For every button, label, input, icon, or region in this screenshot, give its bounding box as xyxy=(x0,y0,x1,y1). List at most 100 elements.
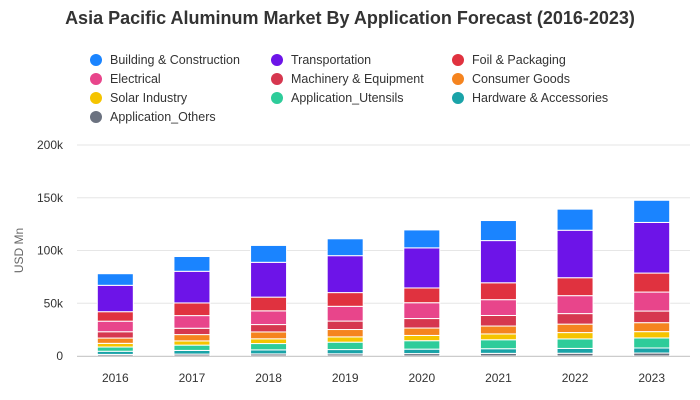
bar-segment-machinery-and-equipment xyxy=(326,320,364,331)
bar-segment-consumer-goods xyxy=(403,327,441,336)
bar-segment-solar-industry xyxy=(173,340,211,346)
bar-segment-machinery-and-equipment xyxy=(173,327,211,336)
legend-swatch xyxy=(271,54,283,66)
y-tick-label: 0 xyxy=(56,349,63,363)
bar-segment-transportation xyxy=(326,255,364,294)
x-tick-label: 2018 xyxy=(255,371,282,385)
bar-segment-application-utensils xyxy=(326,341,364,351)
y-tick-label: 50k xyxy=(44,296,64,310)
y-tick-label: 150k xyxy=(37,191,64,205)
bar-segment-building-and-construction xyxy=(326,238,364,257)
legend-swatch xyxy=(90,92,102,104)
bar-segment-building-and-construction xyxy=(633,199,671,223)
bar-segment-building-and-construction xyxy=(96,273,134,286)
bar-segment-consumer-goods xyxy=(326,329,364,338)
legend-label: Solar Industry xyxy=(110,91,188,105)
bar-segment-solar-industry xyxy=(250,338,288,345)
x-tick-label: 2021 xyxy=(485,371,512,385)
bar-segment-solar-industry xyxy=(96,342,134,348)
bar-segment-application-utensils xyxy=(250,343,288,351)
bar-segment-machinery-and-equipment xyxy=(479,314,517,327)
legend-item-building-and-construction[interactable]: Building & Construction xyxy=(90,53,240,67)
bar-segment-electrical xyxy=(403,302,441,320)
bar-segment-hardware-and-accessories xyxy=(403,348,441,355)
bar-segment-electrical xyxy=(556,295,594,315)
x-tick-label: 2016 xyxy=(102,371,129,385)
legend-item-electrical[interactable]: Electrical xyxy=(90,72,161,86)
bar-segment-solar-industry xyxy=(326,336,364,343)
bar-segment-hardware-and-accessories xyxy=(173,349,211,355)
bar-segment-consumer-goods xyxy=(250,331,288,340)
bar-segment-hardware-and-accessories xyxy=(633,347,671,354)
bar-segment-application-utensils xyxy=(173,344,211,351)
bar-segment-consumer-goods xyxy=(479,325,517,335)
bar-segment-application-utensils xyxy=(556,338,594,349)
bar-segment-building-and-construction xyxy=(479,220,517,242)
bar-segment-electrical xyxy=(96,320,134,333)
legend-item-solar-industry[interactable]: Solar Industry xyxy=(90,91,187,105)
bar-segment-hardware-and-accessories xyxy=(250,349,288,355)
legend-swatch xyxy=(90,111,102,123)
legend-label: Foil & Packaging xyxy=(472,53,566,67)
bar-segment-machinery-and-equipment xyxy=(556,313,594,325)
bar-segment-hardware-and-accessories xyxy=(556,347,594,354)
legend-label: Transportation xyxy=(291,53,372,67)
bar-segment-application-utensils xyxy=(633,337,671,349)
bar-segment-consumer-goods xyxy=(633,322,671,333)
bar-segment-foil-and-packaging xyxy=(479,282,517,301)
y-axis-title: USD Mn xyxy=(12,228,26,273)
legend-item-transportation[interactable]: Transportation xyxy=(271,53,371,67)
bar-segment-machinery-and-equipment xyxy=(403,318,441,329)
legend-swatch xyxy=(452,92,464,104)
bar-segment-consumer-goods xyxy=(96,337,134,344)
bar-segment-machinery-and-equipment xyxy=(250,324,288,333)
bar-segment-foil-and-packaging xyxy=(173,302,211,317)
bar-segment-foil-and-packaging xyxy=(556,277,594,297)
legend-label: Building & Construction xyxy=(110,53,240,67)
bar-segment-foil-and-packaging xyxy=(250,296,288,312)
bar-segment-application-utensils xyxy=(96,346,134,352)
bar-segment-electrical xyxy=(250,310,288,326)
bar-segment-building-and-construction xyxy=(173,256,211,272)
bar-segment-transportation xyxy=(96,284,134,313)
bar-segment-hardware-and-accessories xyxy=(479,348,517,354)
legend-label: Machinery & Equipment xyxy=(291,72,424,86)
bar-segment-electrical xyxy=(326,305,364,322)
legend-label: Consumer Goods xyxy=(472,72,570,86)
bar-segment-application-utensils xyxy=(403,340,441,350)
bar-segment-consumer-goods xyxy=(173,334,211,342)
legend-label: Hardware & Accessories xyxy=(472,91,609,105)
bar-segment-hardware-and-accessories xyxy=(326,349,364,355)
x-tick-label: 2019 xyxy=(332,371,359,385)
legend-item-application-others[interactable]: Application_Others xyxy=(90,110,216,124)
legend-swatch xyxy=(452,54,464,66)
legend-item-foil-and-packaging[interactable]: Foil & Packaging xyxy=(452,53,566,67)
bar-segment-electrical xyxy=(633,291,671,312)
x-tick-label: 2020 xyxy=(408,371,435,385)
bar-segment-foil-and-packaging xyxy=(403,287,441,304)
bar-segment-solar-industry xyxy=(479,333,517,341)
legend-item-application-utensils[interactable]: Application_Utensils xyxy=(271,91,404,105)
legend-swatch xyxy=(452,73,464,85)
bar-segment-electrical xyxy=(173,315,211,329)
legend-swatch xyxy=(90,54,102,66)
bar-segment-foil-and-packaging xyxy=(96,311,134,322)
bar-segment-machinery-and-equipment xyxy=(633,310,671,324)
legend-item-machinery-and-equipment[interactable]: Machinery & Equipment xyxy=(271,72,424,86)
bar-segment-transportation xyxy=(173,270,211,304)
bar-segment-building-and-construction xyxy=(403,229,441,249)
y-tick-label: 200k xyxy=(37,138,64,152)
bar-segment-electrical xyxy=(479,299,517,316)
bar-segment-transportation xyxy=(250,261,288,298)
x-tick-label: 2023 xyxy=(638,371,665,385)
legend-item-consumer-goods[interactable]: Consumer Goods xyxy=(452,72,570,86)
bar-segment-solar-industry xyxy=(403,334,441,342)
legend-item-hardware-and-accessories[interactable]: Hardware & Accessories xyxy=(452,91,608,105)
chart-title: Asia Pacific Aluminum Market By Applicat… xyxy=(65,8,635,28)
x-tick-label: 2022 xyxy=(562,371,589,385)
bar-segment-foil-and-packaging xyxy=(326,292,364,307)
x-tick-label: 2017 xyxy=(179,371,206,385)
bar-segment-building-and-construction xyxy=(250,244,288,263)
